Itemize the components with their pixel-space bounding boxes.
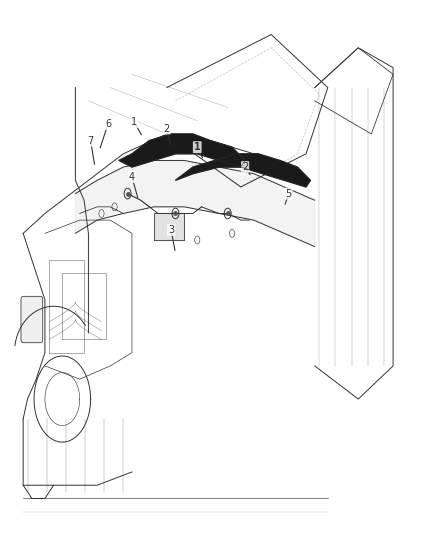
Polygon shape bbox=[119, 134, 245, 167]
Text: 2: 2 bbox=[164, 124, 170, 134]
Text: 1: 1 bbox=[194, 142, 201, 152]
Text: 4: 4 bbox=[129, 172, 135, 182]
Polygon shape bbox=[176, 154, 311, 187]
Text: 1: 1 bbox=[131, 117, 137, 127]
FancyBboxPatch shape bbox=[21, 296, 43, 343]
Polygon shape bbox=[75, 160, 315, 247]
Text: 5: 5 bbox=[286, 189, 292, 199]
Polygon shape bbox=[154, 214, 184, 240]
Text: 6: 6 bbox=[105, 119, 111, 129]
Text: 3: 3 bbox=[168, 225, 174, 235]
Text: 2: 2 bbox=[242, 162, 248, 172]
Text: 7: 7 bbox=[88, 135, 94, 146]
